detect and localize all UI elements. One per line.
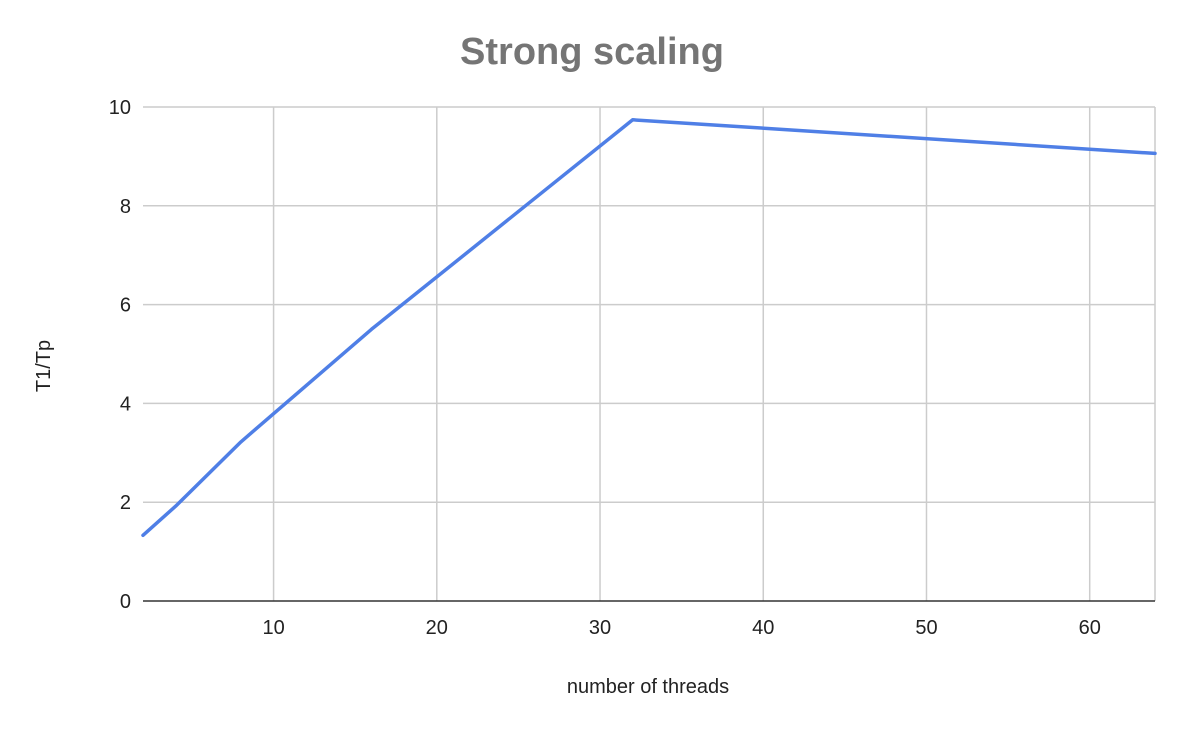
y-axis-ticks: 0 2 4 6 8 10 [109,97,131,613]
chart-title: Strong scaling [460,31,724,73]
y-axis-label: T1/Tp [33,340,55,392]
series-line-0 [141,118,1157,538]
y-tick-label: 4 [120,393,131,415]
y-tick-label: 10 [109,97,131,119]
series-layer [141,118,1157,538]
x-tick-label: 20 [426,617,448,639]
x-tick-label: 60 [1079,617,1101,639]
y-tick-label: 6 [120,295,131,317]
x-tick-label: 50 [915,617,937,639]
gridlines [143,106,1156,601]
x-tick-label: 40 [752,617,774,639]
x-axis-ticks: 10 20 30 40 50 60 [262,617,1100,639]
x-axis-label: number of threads [567,676,729,698]
y-tick-label: 0 [120,591,131,613]
x-tick-label: 30 [589,617,611,639]
y-tick-label: 2 [120,492,131,514]
y-tick-label: 8 [120,196,131,218]
x-tick-label: 10 [262,617,284,639]
